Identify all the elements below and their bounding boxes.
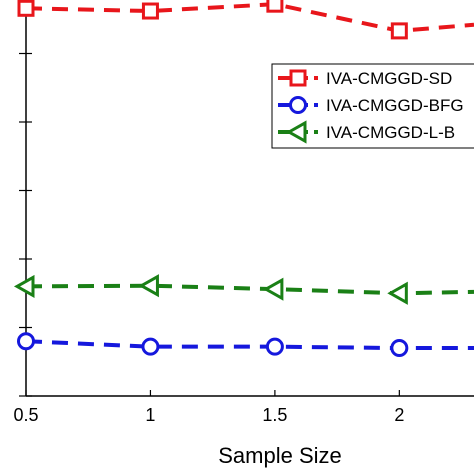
data-point: [141, 2, 159, 20]
x-tick-label: 1.5: [262, 405, 287, 425]
x-tick-label: 0.5: [13, 405, 38, 425]
x-tick-label: 2: [394, 405, 404, 425]
legend-marker: [289, 96, 307, 114]
legend: IVA-CMGGD-SD IVA-CMGGD-BFG IVA-CMGGD-L-B: [271, 63, 474, 149]
series-layer: [13, 0, 474, 358]
data-point: [265, 337, 284, 356]
x-tick-label: 1: [145, 405, 155, 425]
legend-item: IVA-CMGGD-SD: [278, 69, 452, 88]
legend-label: IVA-CMGGD-SD: [326, 69, 452, 88]
data-point: [17, 332, 35, 351]
legend-label: IVA-CMGGD-L-B: [326, 123, 455, 142]
legend-label: IVA-CMGGD-BFG: [326, 96, 464, 115]
series-square: [17, 0, 474, 40]
legend-item: IVA-CMGGD-L-B: [278, 120, 455, 144]
data-point: [138, 274, 159, 298]
series-triangle-left: [13, 274, 474, 305]
data-point: [387, 281, 408, 305]
axis-layer: 0.5 1 1.5 2: [13, 52, 404, 425]
legend-item: IVA-CMGGD-BFG: [278, 96, 464, 115]
data-point: [266, 0, 284, 13]
legend-marker: [289, 69, 307, 87]
data-point: [390, 339, 409, 358]
legend-marker: [285, 120, 307, 144]
data-point: [390, 22, 408, 40]
data-point: [17, 0, 35, 17]
data-point: [13, 274, 35, 298]
data-point: [141, 337, 160, 356]
x-axis-label: Sample Size: [218, 443, 342, 468]
series-circle: [17, 332, 474, 358]
plot-frame: [25, 0, 474, 397]
data-point: [262, 277, 284, 301]
